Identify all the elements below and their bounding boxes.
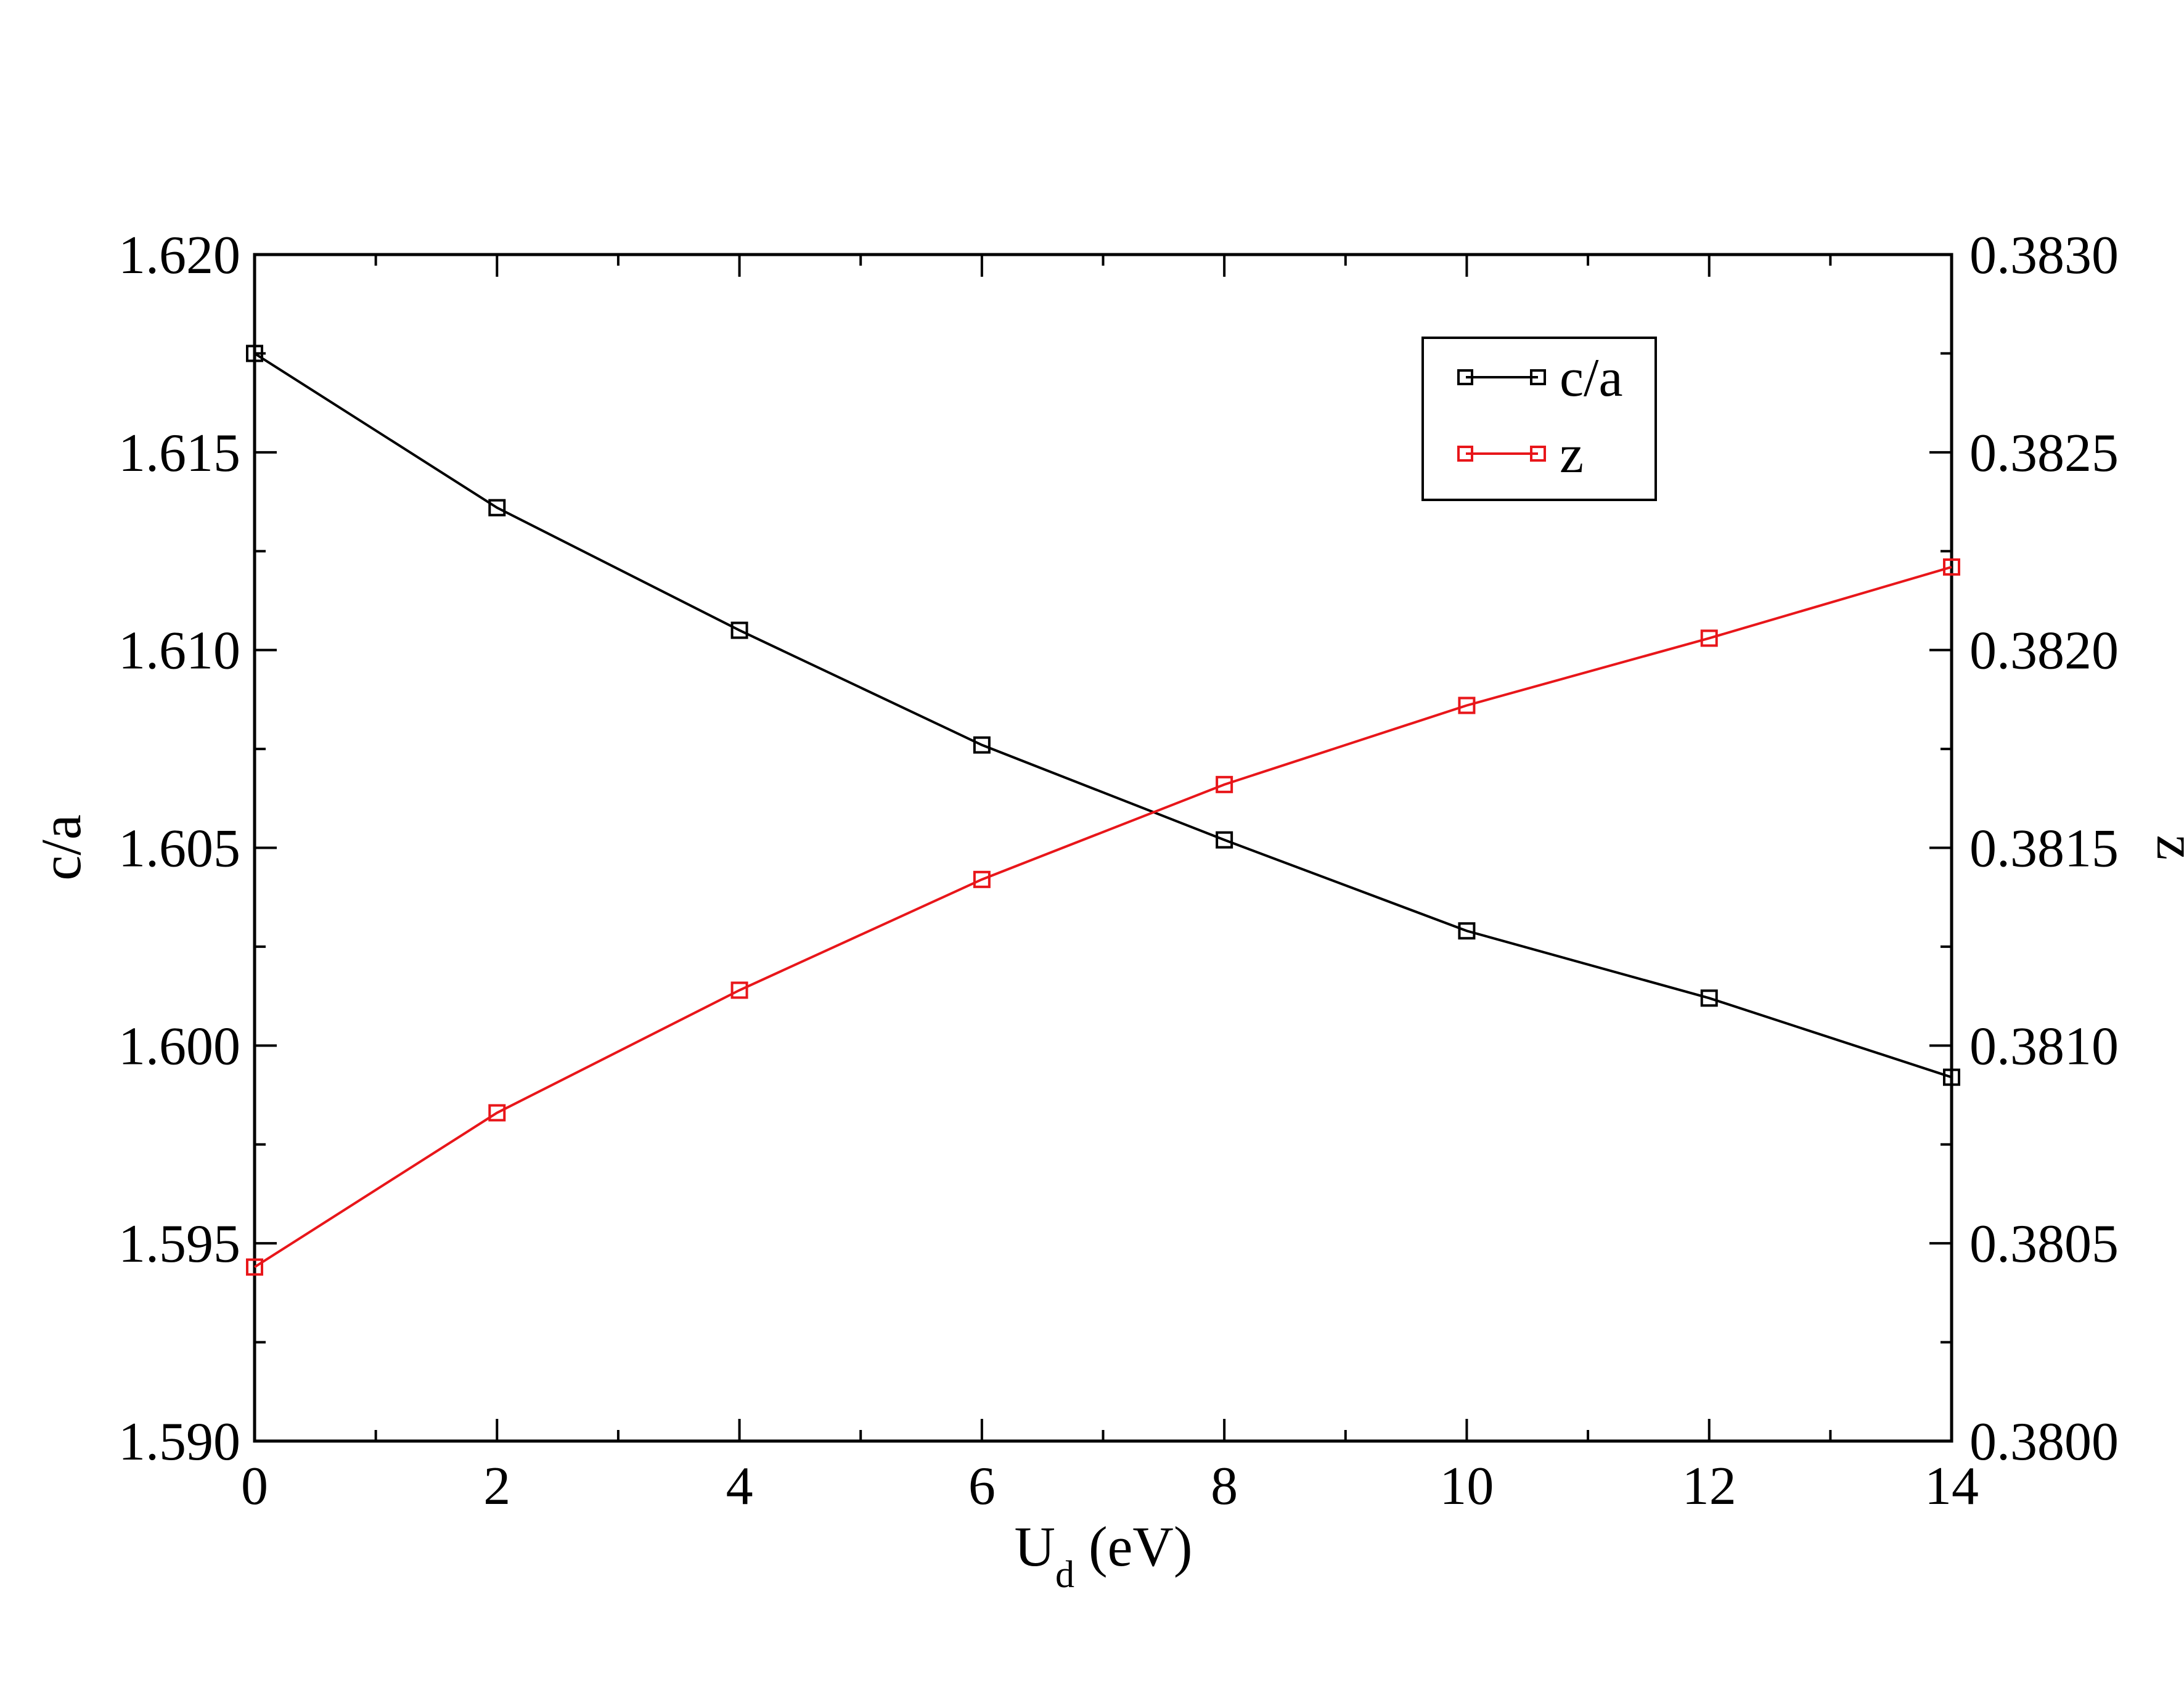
y-left-tick-label: 1.605 — [118, 819, 240, 879]
x-axis-title-main: U — [1015, 1515, 1055, 1578]
y-right-axis-title: z — [2145, 835, 2184, 860]
legend-marker — [1457, 369, 1473, 385]
data-point — [1458, 922, 1476, 940]
tick-labels: 0 2 4 6 8 10 12 14 1.620 1.615 1.610 1.605 1.600 1.59… — [118, 226, 2119, 1516]
data-point — [1943, 558, 1960, 576]
plot-frame — [253, 253, 1953, 1443]
y-right-tick-label: 0.3810 — [1969, 1016, 2119, 1076]
legend-marker — [1457, 446, 1473, 462]
legend-entry: z — [1457, 425, 1584, 484]
x-tick-label: 2 — [483, 1456, 510, 1516]
data-point — [730, 621, 748, 639]
y-right-tick-label: 0.3825 — [1969, 423, 2119, 483]
x-axis-title-rest: (eV) — [1074, 1515, 1193, 1578]
legend-entry: c/a — [1457, 348, 1623, 408]
x-tick-label: 10 — [1439, 1456, 1494, 1516]
data-point — [1700, 629, 1718, 647]
x-axis-title: Ud (eV) — [1015, 1515, 1193, 1596]
series-c-over-a — [246, 345, 1960, 1086]
y-left-tick-label: 1.610 — [118, 621, 240, 681]
data-point — [973, 736, 991, 754]
series-z — [246, 558, 1960, 1276]
y-right-tick-label: 0.3830 — [1969, 226, 2119, 285]
data-point — [488, 499, 506, 517]
series-line — [253, 352, 1952, 1079]
data-point — [488, 1104, 506, 1122]
y-right-tick-label: 0.3815 — [1969, 819, 2119, 879]
y-left-axis-title: c/a — [30, 814, 92, 880]
series-line — [253, 565, 1952, 1268]
legend-marker — [1530, 446, 1546, 462]
x-tick-label: 4 — [726, 1456, 753, 1516]
data-point — [1216, 775, 1233, 793]
series-layer — [246, 345, 1960, 1276]
data-point — [1700, 989, 1718, 1007]
data-point — [246, 1258, 263, 1276]
legend: c/a z — [1421, 337, 1657, 501]
data-point — [246, 345, 263, 362]
data-point — [730, 981, 748, 999]
legend-label: c/a — [1560, 348, 1623, 408]
y-left-tick-label: 1.600 — [118, 1016, 240, 1076]
legend-entries: c/a z — [1457, 348, 1623, 484]
x-tick-label: 0 — [241, 1456, 268, 1516]
x-tick-label: 12 — [1682, 1456, 1736, 1516]
x-axis-title-sub: d — [1055, 1554, 1074, 1596]
data-point — [1216, 831, 1233, 849]
y-left-tick-label: 1.615 — [118, 423, 240, 483]
ticks — [253, 253, 1953, 1442]
legend-box — [1421, 337, 1657, 501]
x-tick-label: 8 — [1211, 1456, 1238, 1516]
y-left-tick-label: 1.590 — [118, 1412, 240, 1472]
y-left-tick-label: 1.620 — [118, 226, 240, 285]
x-tick-label: 6 — [968, 1456, 996, 1516]
y-left-tick-label: 1.595 — [118, 1214, 240, 1274]
y-right-tick-label: 0.3820 — [1969, 621, 2119, 681]
y-right-tick-label: 0.3800 — [1969, 1412, 2119, 1472]
legend-label: z — [1560, 425, 1584, 484]
legend-marker — [1530, 369, 1546, 385]
x-tick-label: 14 — [1924, 1456, 1979, 1516]
data-point — [1458, 696, 1476, 714]
y-right-tick-label: 0.3805 — [1969, 1214, 2119, 1274]
data-point — [1943, 1068, 1960, 1086]
data-point — [973, 870, 991, 888]
